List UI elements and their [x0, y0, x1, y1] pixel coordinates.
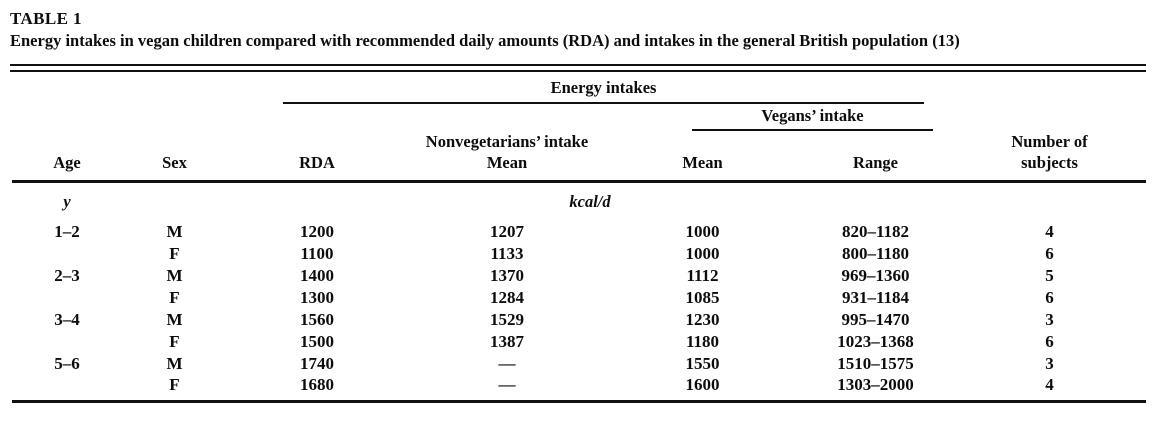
cell-vegan-mean: 1112 — [686, 266, 719, 285]
cell-range: 1510–1575 — [837, 354, 914, 373]
cell-age — [12, 375, 122, 402]
cell-rda: 1100 — [300, 244, 334, 263]
cell-subjects: 4 — [1045, 222, 1054, 241]
cell-rda: 1500 — [300, 332, 334, 351]
cell-subjects: 6 — [1045, 244, 1054, 263]
nonvegetarians-mean-label: Mean — [486, 152, 528, 172]
table-row: F 1300 1284 1085 931–1184 6 — [12, 287, 1146, 309]
cell-age: 5–6 — [54, 354, 80, 373]
cell-age: 2–3 — [54, 266, 80, 285]
number-of-subjects-line2: subjects — [1021, 152, 1078, 172]
cell-range: 931–1184 — [841, 288, 910, 307]
cell-sex: M — [166, 222, 183, 241]
units-row: y kcal/d — [12, 181, 1146, 221]
cell-range: 800–1180 — [841, 244, 910, 263]
cell-vegan-mean: 1230 — [685, 310, 720, 329]
col-group-energy-intakes: Energy intakes — [227, 72, 953, 104]
col-group-vegans-intake: Vegans’ intake — [607, 104, 953, 140]
energy-intakes-table: Age Sex Energy intakes Number of subject… — [12, 72, 1147, 403]
cell-range: 1303–2000 — [837, 375, 914, 394]
cell-subjects: 5 — [1045, 266, 1054, 285]
col-header-age: Age — [53, 152, 81, 172]
cell-rda: 1740 — [300, 354, 334, 373]
cell-sex: F — [169, 375, 180, 394]
cell-sex: M — [166, 266, 183, 285]
cell-nonveg-mean: 1387 — [490, 332, 524, 351]
cell-subjects: 4 — [1045, 375, 1054, 394]
cell-subjects: 6 — [1045, 288, 1054, 307]
cell-subjects: 3 — [1045, 354, 1054, 373]
table-row: 2–3 M 1400 1370 1112 969–1360 5 — [12, 265, 1146, 287]
cell-nonveg-mean: 1284 — [490, 288, 524, 307]
col-header-vegan-mean: Mean — [682, 152, 723, 172]
cell-sex: F — [169, 288, 180, 307]
age-unit: y — [63, 191, 71, 211]
cell-rda: 1300 — [300, 288, 334, 307]
cell-vegan-mean: 1550 — [685, 354, 720, 373]
cell-nonveg-mean: 1133 — [490, 244, 524, 263]
cell-sex: F — [169, 244, 180, 263]
cell-age: 3–4 — [54, 310, 80, 329]
energy-unit: kcal/d — [569, 191, 611, 211]
table-row: 3–4 M 1560 1529 1230 995–1470 3 — [12, 309, 1146, 331]
cell-range: 1023–1368 — [837, 332, 914, 351]
cell-range: 820–1182 — [841, 222, 910, 241]
table-row: F 1680 — 1600 1303–2000 4 — [12, 375, 1146, 402]
number-of-subjects-line1: Number of — [1011, 131, 1088, 151]
cell-rda: 1560 — [300, 310, 334, 329]
col-header-nonvegetarians-intake-mean: Nonvegetarians’ intake Mean — [407, 104, 607, 181]
cell-vegan-mean: 1180 — [685, 332, 720, 351]
table-row: 1–2 M 1200 1207 1000 820–1182 4 — [12, 221, 1146, 243]
cell-age — [12, 331, 122, 353]
col-header-number-of-subjects: Number of subjects — [953, 72, 1146, 181]
cell-sex: M — [166, 310, 183, 329]
table-label: TABLE 1 — [10, 9, 82, 28]
cell-subjects: 6 — [1045, 332, 1054, 351]
col-header-vegan-range: Range — [853, 152, 898, 172]
cell-nonveg-mean: — — [498, 354, 516, 373]
cell-vegan-mean: 1000 — [685, 244, 720, 263]
cell-range: 995–1470 — [841, 310, 910, 329]
cell-nonveg-mean: 1207 — [490, 222, 524, 241]
cell-range: 969–1360 — [841, 266, 910, 285]
vegans-intake-group-label: Vegans’ intake — [692, 104, 934, 131]
nonvegetarians-intake-label: Nonvegetarians’ intake — [425, 131, 589, 151]
cell-sex: F — [169, 332, 180, 351]
cell-nonveg-mean: — — [498, 375, 516, 394]
cell-age: 1–2 — [54, 222, 80, 241]
col-header-sex: Sex — [162, 152, 187, 172]
table-row: F 1100 1133 1000 800–1180 6 — [12, 243, 1146, 265]
table-caption: Energy intakes in vegan children compare… — [10, 31, 960, 50]
cell-rda: 1400 — [300, 266, 334, 285]
energy-intakes-group-label: Energy intakes — [283, 77, 925, 104]
col-header-rda: RDA — [299, 152, 335, 172]
cell-nonveg-mean: 1529 — [490, 310, 524, 329]
cell-vegan-mean: 1000 — [685, 222, 720, 241]
cell-age — [12, 287, 122, 309]
cell-age — [12, 243, 122, 265]
table-header: Age Sex Energy intakes Number of subject… — [12, 72, 1147, 181]
table-row: F 1500 1387 1180 1023–1368 6 — [12, 331, 1146, 353]
cell-sex: M — [166, 354, 183, 373]
table-body: y kcal/d 1–2 M 1200 1207 1000 820–1182 4… — [12, 181, 1146, 402]
table-row: 5–6 M 1740 — 1550 1510–1575 3 — [12, 353, 1146, 375]
cell-vegan-mean: 1600 — [685, 375, 720, 394]
cell-rda: 1680 — [300, 375, 334, 394]
cell-nonveg-mean: 1370 — [490, 266, 524, 285]
cell-rda: 1200 — [300, 222, 334, 241]
cell-subjects: 3 — [1045, 310, 1054, 329]
double-rule — [10, 64, 1146, 72]
cell-vegan-mean: 1085 — [685, 288, 720, 307]
